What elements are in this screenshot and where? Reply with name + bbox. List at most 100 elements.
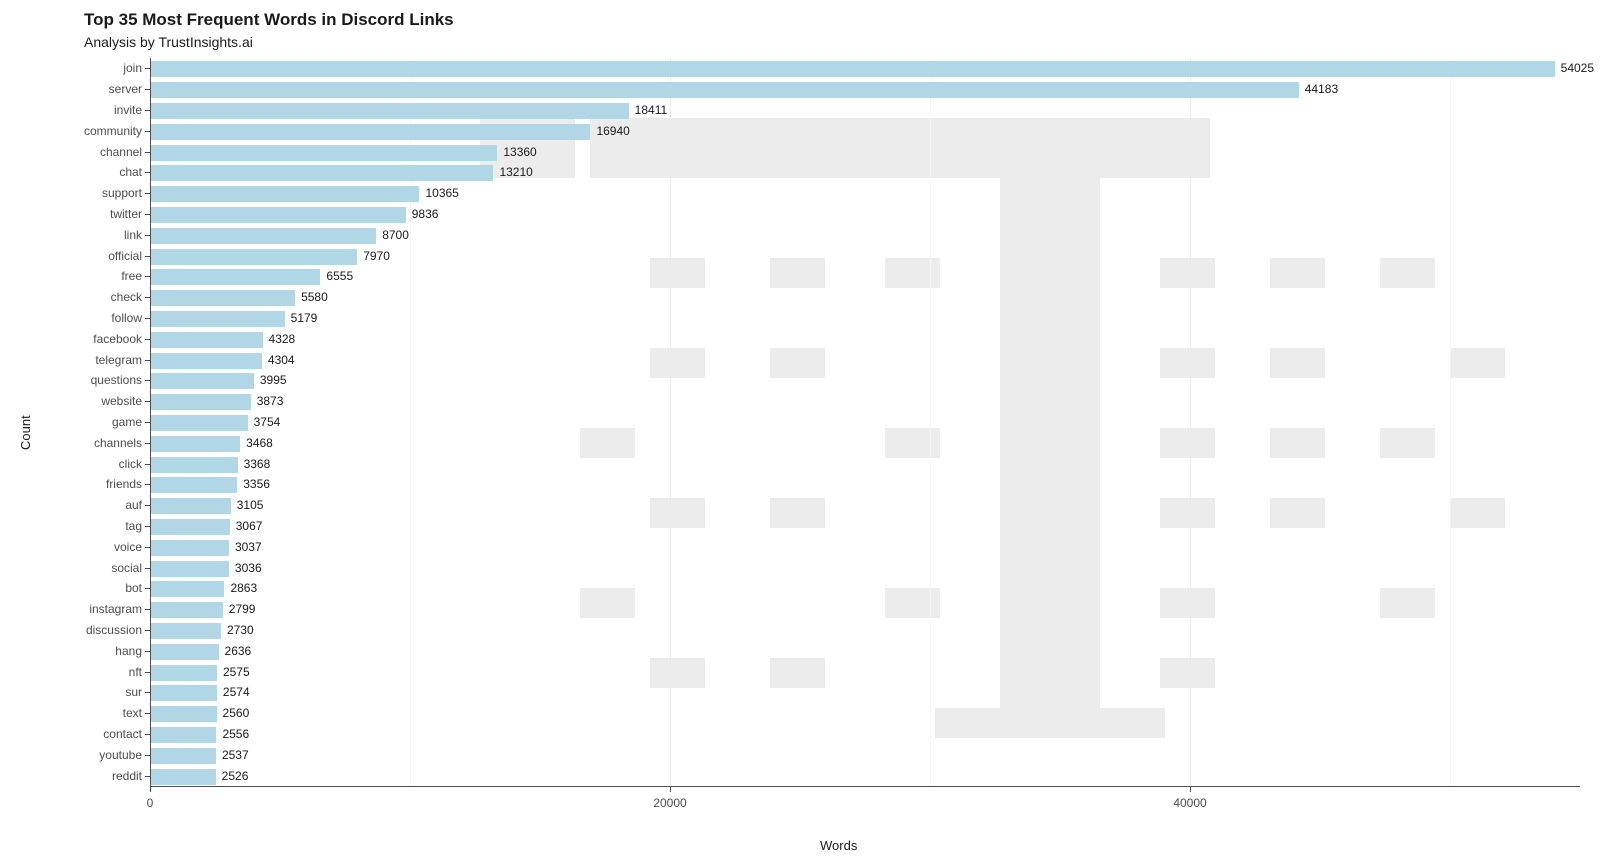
bar-category-label: bot xyxy=(125,581,142,595)
bar-category-label: contact xyxy=(103,727,142,741)
bar-category-label: instagram xyxy=(89,602,142,616)
bar-row: channels3468 xyxy=(150,435,1580,451)
bar-row: social3036 xyxy=(150,560,1580,576)
bar xyxy=(150,290,295,306)
bar-category-label: follow xyxy=(111,311,142,325)
bar xyxy=(150,82,1299,98)
bar-category-label: chat xyxy=(119,165,142,179)
bar xyxy=(150,228,376,244)
bar-row: facebook4328 xyxy=(150,331,1580,347)
bar-row: hang2636 xyxy=(150,643,1580,659)
bar-row: nft2575 xyxy=(150,664,1580,680)
bar xyxy=(150,457,238,473)
bar-row: reddit2526 xyxy=(150,768,1580,784)
bar-value-label: 5580 xyxy=(301,290,328,304)
bar-category-label: facebook xyxy=(93,332,142,346)
bar-row: telegram4304 xyxy=(150,352,1580,368)
x-tick-label: 40000 xyxy=(1173,796,1206,810)
bar-value-label: 5179 xyxy=(291,311,318,325)
bar xyxy=(150,186,419,202)
bar xyxy=(150,644,219,660)
bar xyxy=(150,477,237,493)
bar xyxy=(150,103,629,119)
bar xyxy=(150,706,217,722)
bar xyxy=(150,269,320,285)
bar-value-label: 3754 xyxy=(254,415,281,429)
bar-value-label: 13210 xyxy=(499,165,532,179)
bar-category-label: support xyxy=(102,186,142,200)
bar-category-label: hang xyxy=(115,644,142,658)
bar-value-label: 6555 xyxy=(326,269,353,283)
bar-category-label: text xyxy=(123,706,142,720)
bar-row: click3368 xyxy=(150,456,1580,472)
bar-row: channel13360 xyxy=(150,144,1580,160)
chart-title: Top 35 Most Frequent Words in Discord Li… xyxy=(84,10,454,30)
bar-row: game3754 xyxy=(150,414,1580,430)
bar-category-label: click xyxy=(119,457,142,471)
bar xyxy=(150,436,240,452)
bar-row: server44183 xyxy=(150,81,1580,97)
bar-value-label: 2574 xyxy=(223,685,250,699)
bar-value-label: 2526 xyxy=(222,769,249,783)
bar xyxy=(150,394,251,410)
bar-value-label: 3037 xyxy=(235,540,262,554)
bar-category-label: check xyxy=(111,290,142,304)
bar-value-label: 3036 xyxy=(235,561,262,575)
bar xyxy=(150,124,590,140)
bar-row: official7970 xyxy=(150,248,1580,264)
bar-value-label: 3356 xyxy=(243,477,270,491)
bar-category-label: voice xyxy=(114,540,142,554)
bar-value-label: 3873 xyxy=(257,394,284,408)
x-axis-line xyxy=(150,786,1580,787)
bar xyxy=(150,373,254,389)
plot-area: 02000040000 join54025server44183invite18… xyxy=(100,58,1580,816)
bar xyxy=(150,540,229,556)
chart-container: Top 35 Most Frequent Words in Discord Li… xyxy=(0,0,1622,859)
bar-row: questions3995 xyxy=(150,372,1580,388)
bar-value-label: 2537 xyxy=(222,748,249,762)
bar-category-label: twitter xyxy=(110,207,142,221)
bar xyxy=(150,519,230,535)
bar xyxy=(150,145,497,161)
bar-category-label: sur xyxy=(125,685,142,699)
bar-category-label: invite xyxy=(114,103,142,117)
bar-category-label: reddit xyxy=(112,769,142,783)
bar xyxy=(150,332,263,348)
bar-row: text2560 xyxy=(150,705,1580,721)
bar xyxy=(150,769,216,785)
bar-row: sur2574 xyxy=(150,684,1580,700)
bar-category-label: official xyxy=(108,249,142,263)
bar-row: instagram2799 xyxy=(150,601,1580,617)
bar-value-label: 2636 xyxy=(225,644,252,658)
bar-category-label: join xyxy=(123,61,142,75)
bar-category-label: community xyxy=(84,124,142,138)
bar-row: check5580 xyxy=(150,289,1580,305)
y-axis-line xyxy=(150,58,151,787)
bar-value-label: 8700 xyxy=(382,228,409,242)
bar-value-label: 9836 xyxy=(412,207,439,221)
bar-value-label: 3468 xyxy=(246,436,273,450)
bar-row: auf3105 xyxy=(150,497,1580,513)
bar-category-label: game xyxy=(112,415,142,429)
bar-value-label: 13360 xyxy=(503,145,536,159)
bar-value-label: 2560 xyxy=(223,706,250,720)
bar-row: twitter9836 xyxy=(150,206,1580,222)
bar xyxy=(150,353,262,369)
bar-category-label: nft xyxy=(129,665,142,679)
bar-row: link8700 xyxy=(150,227,1580,243)
bar-row: join54025 xyxy=(150,60,1580,76)
bar-value-label: 3067 xyxy=(236,519,263,533)
bar-value-label: 54025 xyxy=(1561,61,1594,75)
bar xyxy=(150,415,248,431)
bar-category-label: link xyxy=(124,228,142,242)
bar-category-label: channels xyxy=(94,436,142,450)
bar xyxy=(150,165,493,181)
bar-value-label: 4304 xyxy=(268,353,295,367)
bar-category-label: youtube xyxy=(99,748,142,762)
bar-row: friends3356 xyxy=(150,476,1580,492)
bar xyxy=(150,602,223,618)
bar xyxy=(150,61,1555,77)
bar-row: discussion2730 xyxy=(150,622,1580,638)
bar xyxy=(150,685,217,701)
bar-value-label: 44183 xyxy=(1305,82,1338,96)
